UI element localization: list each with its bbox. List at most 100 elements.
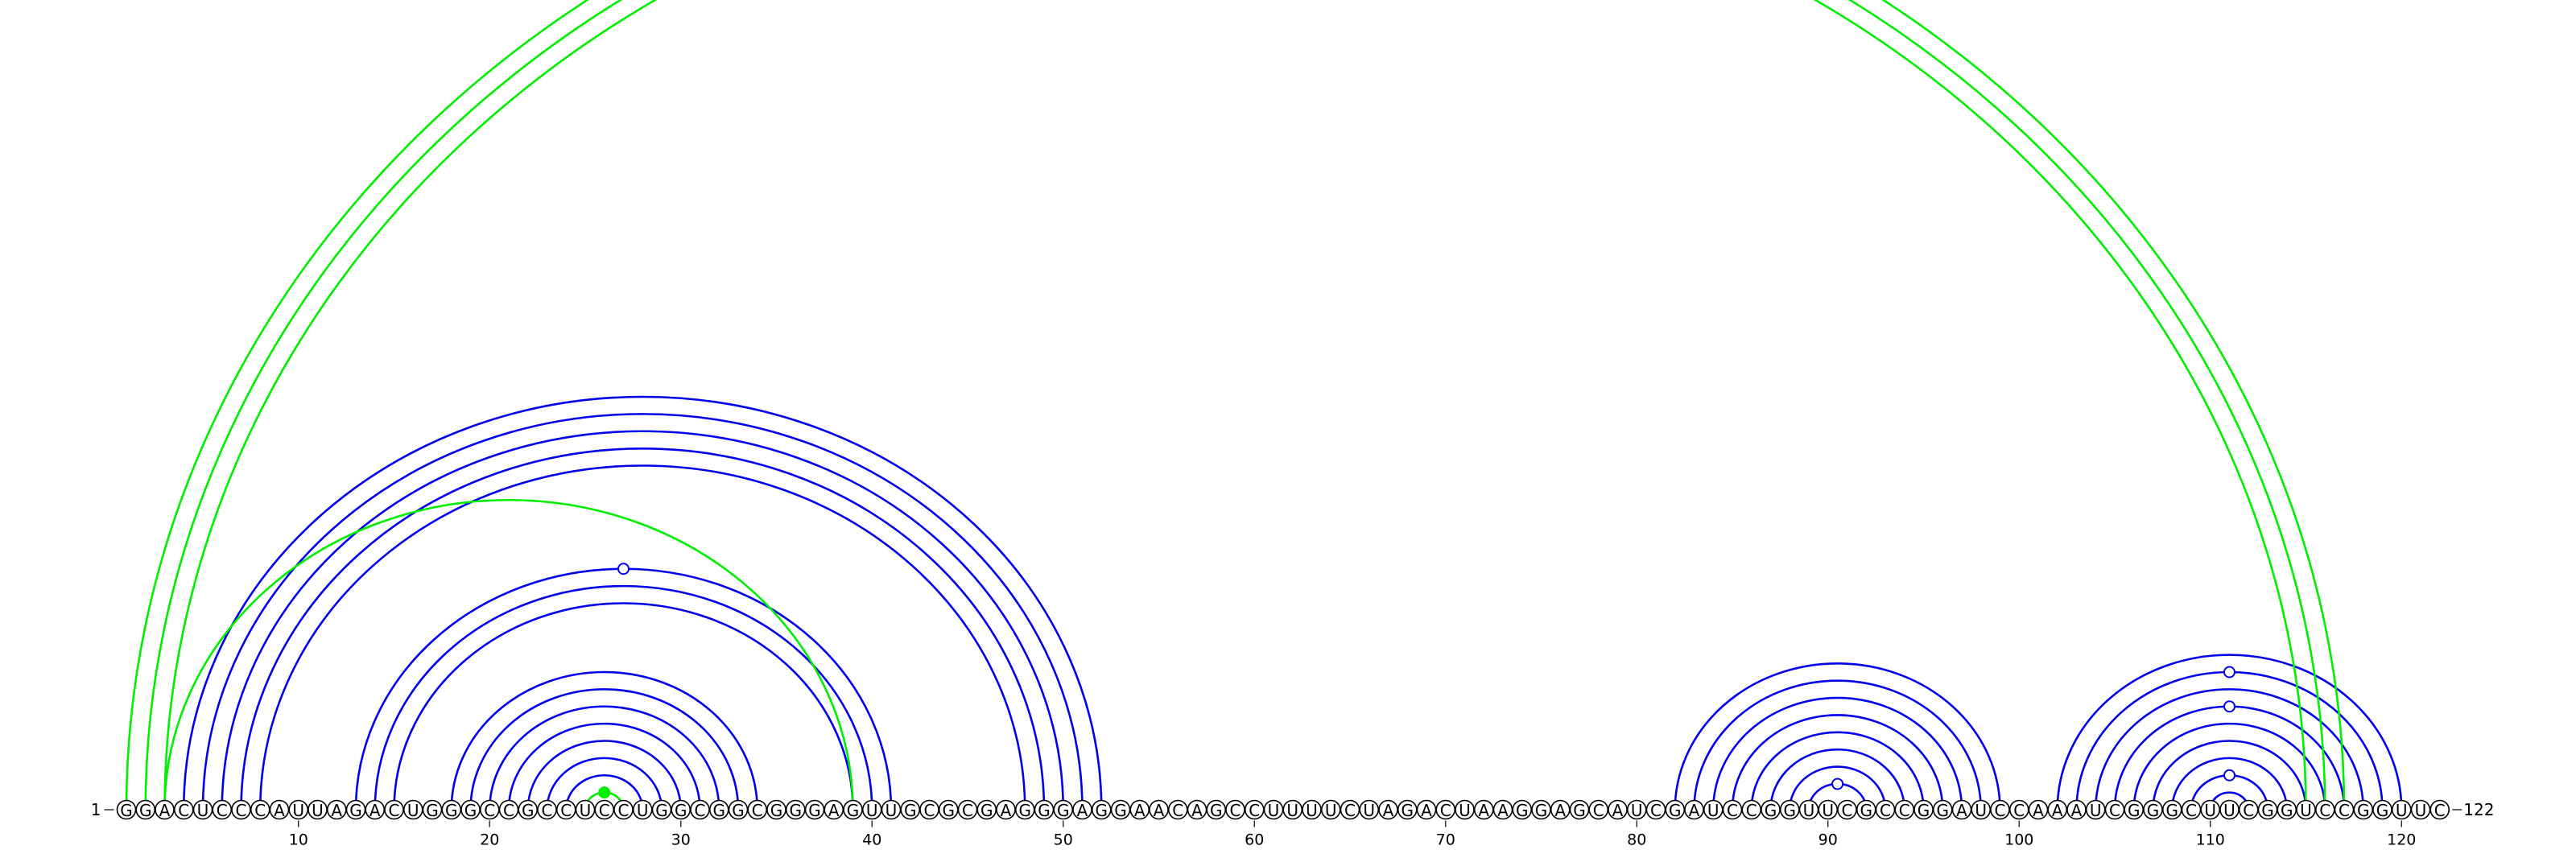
nucleotide-letter: C [599,801,610,820]
nucleotide: C [479,799,500,820]
nucleotide: C [1741,799,1762,820]
nucleotide-letter: A [1001,801,1012,820]
nucleotide: G [1665,799,1686,820]
axis-tick-label: 100 [2004,831,2033,849]
base-pair-arc [221,430,1065,811]
nucleotide: G [651,799,672,820]
nucleotide: G [1397,799,1418,820]
nucleotide-letter: C [2319,801,2330,820]
nucleotide: U [1320,799,1341,820]
nucleotide: G [1932,799,1953,820]
base-pair-arc [450,670,759,811]
nucleotide-letter: A [1612,801,1624,820]
nucleotide-letter: C [389,801,400,820]
nucleotide-letter: G [1516,801,1529,820]
nucleotide: A [2066,799,2087,820]
nucleotide: C [1435,799,1456,820]
nucleotide: G [843,799,863,820]
nucleotide: U [1302,799,1322,820]
nucleotide: U [192,799,213,820]
nucleotide-letter: G [2376,801,2389,820]
nucleotide: A [1187,799,1208,820]
nucleotide: C [173,799,194,820]
nucleotide: U [1263,799,1284,820]
nucleotide-letter: C [254,801,266,820]
base-pair-arc [1731,714,1944,811]
nucleotide-letter: C [752,801,763,820]
nucleotide: G [2372,799,2392,820]
axis-tick-label: 90 [1818,831,1838,849]
axis-tick-label: 20 [480,831,499,849]
pair-marker [2223,666,2235,679]
nucleotide: C [231,799,251,820]
nucleotide: A [1473,799,1494,820]
nucleotide-letter: A [1191,801,1203,820]
nucleotide: U [861,799,882,820]
nucleotide-letter: G [1114,801,1127,820]
nucleotide: U [2085,799,2106,820]
nucleotide-letter: U [407,801,419,820]
nucleotide-letter: G [1038,801,1051,820]
nucleotide: U [2391,799,2412,820]
nucleotide-letter: C [484,801,495,820]
axis-tick-label: 80 [1627,831,1646,849]
base-pair-arc [374,584,873,811]
nucleotide-letter: U [2204,801,2216,820]
nucleotide-letter: G [1765,801,1777,820]
nucleotide: U [1798,799,1819,820]
base-pair-arc [526,740,683,811]
nucleotide-letter: U [637,801,649,820]
nucleotide-letter: C [695,801,706,820]
base-pair-arc [1788,765,1887,811]
position-axis: 10 20 30 40 50 60 70 80 90 100 110 120 [104,809,2462,849]
nucleotide: U [308,799,328,820]
nucleotide: U [1626,799,1647,820]
nucleotide: A [1149,799,1169,820]
base-pair-arc [240,447,1046,811]
axis-tick-label: 120 [2387,831,2416,849]
nucleotide: C [555,799,576,820]
nucleotide-letter: C [1440,801,1451,820]
pseudoknot-arc [125,0,2346,811]
nucleotide-letter: U [312,801,324,820]
nucleotide-letter: A [1383,801,1394,820]
nucleotide: G [804,799,825,820]
axis-tick-label: 50 [1054,831,1073,849]
nucleotide: G [1206,799,1227,820]
nucleotide: A [326,799,347,820]
nucleotide-letter: C [962,801,973,820]
nucleotide-letter: G [426,801,439,820]
sequence-start-label: 1 [91,800,101,819]
base-pair-arc [2094,688,2365,811]
nucleotide: G [2353,799,2374,820]
axis-tick-label: 10 [289,831,308,849]
nucleotide-letter: A [828,801,840,820]
nucleotide-letter: G [1019,801,1032,820]
axis-tick-label: 60 [1245,831,1264,849]
nucleotide-letter: C [236,801,247,820]
pair-marker [1831,778,1844,790]
nucleotide: G [2124,799,2145,820]
nucleotide-letter: G [2281,801,2293,820]
nucleotide: A [1550,799,1571,820]
nucleotide: U [1818,799,1839,820]
nucleotide: G [518,799,539,820]
nucleotide-letter: A [1421,801,1432,820]
nucleotide-letter: C [2109,801,2120,820]
nucleotide-letter: U [866,801,878,820]
nucleotide: U [288,799,309,820]
nucleotide: C [594,799,615,820]
nucleotide: C [2181,799,2202,820]
base-pair-arc [2056,654,2403,811]
base-pair-arc [182,395,1103,811]
pair-marker [617,563,630,575]
nucleotide: C [1645,799,1666,820]
base-pair-arc [1693,679,1983,811]
nucleotide: C [1722,799,1743,820]
nucleotide-letter: U [1363,801,1375,820]
nucleotide-letter: C [1230,801,1241,820]
nucleotide: A [1492,799,1513,820]
nucleotide: C [1894,799,1915,820]
nucleotide-letter: G [1573,801,1586,820]
